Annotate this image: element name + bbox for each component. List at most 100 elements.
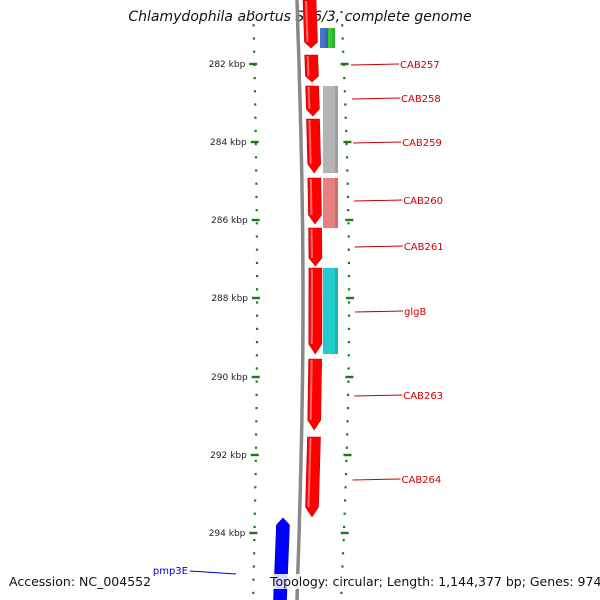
tick-dot xyxy=(255,420,258,423)
feature-track-top-blue xyxy=(320,28,328,48)
tick-dot xyxy=(348,301,351,304)
tick-dot xyxy=(344,499,347,502)
tick-dot xyxy=(256,301,259,304)
tick-dot xyxy=(347,380,350,383)
gene-label-cab263: CAB263 xyxy=(403,391,443,402)
tick-dot xyxy=(256,288,259,291)
label-leader xyxy=(354,245,403,248)
tick-dot xyxy=(254,446,258,449)
tick-dot xyxy=(255,354,258,357)
gene-label-cab260: CAB260 xyxy=(403,196,443,207)
accession-text: Accession: NC_004552 xyxy=(9,574,152,589)
ruler-label: 288 kbp xyxy=(211,294,248,304)
ruler-label: 284 kbp xyxy=(210,138,247,148)
ruler-label: 292 kbp xyxy=(210,451,247,461)
tick-dot xyxy=(341,565,344,568)
feature-track-cyan xyxy=(323,268,338,354)
tick-dot xyxy=(347,275,351,278)
tick-dot xyxy=(255,182,258,185)
gene-label-cab258: CAB258 xyxy=(401,94,441,105)
tick-dot xyxy=(346,195,350,198)
tick-dot xyxy=(346,182,349,185)
tick-dot xyxy=(345,459,348,462)
kbp-ruler: 282 kbp 284 kbp 286 kbp 288 kbp 290 kbp 292 k… xyxy=(209,60,354,539)
tick-dot xyxy=(255,367,258,370)
tick-dot xyxy=(255,393,258,396)
ruler-label: 294 kbp xyxy=(209,529,246,539)
tick-dot xyxy=(252,578,255,581)
ruler-major-tick-outer xyxy=(345,218,354,222)
tick-dot xyxy=(254,459,257,462)
ruler-major-tick-outer xyxy=(345,375,354,379)
tick-dot xyxy=(343,512,346,515)
feature-track-shade xyxy=(332,28,335,48)
ruler-major-tick xyxy=(249,531,258,535)
ruler-major-tick-outer xyxy=(343,140,352,144)
ruler-label: 286 kbp xyxy=(211,216,248,226)
gene-arrow-top xyxy=(302,0,318,49)
label-leader xyxy=(353,141,402,144)
tick-dot xyxy=(343,525,346,528)
tick-dot xyxy=(254,116,257,119)
tick-dot xyxy=(341,552,345,555)
tick-dot xyxy=(345,156,349,159)
tick-dot xyxy=(342,539,345,542)
gene-arrow-cab259 xyxy=(306,118,322,174)
gene-arrow-cab261 xyxy=(308,227,323,267)
tick-dot xyxy=(254,486,257,489)
feature-track-top-green xyxy=(328,28,335,48)
label-leader xyxy=(351,97,401,100)
tick-dot xyxy=(254,143,257,146)
inner-tick-dots xyxy=(252,11,259,594)
tick-dot xyxy=(252,37,255,40)
gene-label-pmp3e: pmp3E xyxy=(153,566,188,577)
gene-arrow-shade xyxy=(307,86,311,110)
tick-dot xyxy=(252,24,255,27)
tick-dot xyxy=(344,473,348,476)
tick-dot xyxy=(345,143,348,146)
tick-dot xyxy=(347,327,351,330)
label-leader xyxy=(350,63,400,66)
tick-dot xyxy=(255,248,259,251)
tick-dot xyxy=(254,156,258,159)
gene-arrows xyxy=(273,0,323,600)
tick-dot xyxy=(254,499,257,502)
label-leader xyxy=(354,199,403,202)
ruler-major-tick xyxy=(250,453,259,457)
tick-dot xyxy=(347,354,350,357)
tick-dot xyxy=(255,261,259,264)
ruler-major-tick-outer xyxy=(340,62,349,66)
gene-arrow-cab258 xyxy=(305,85,320,117)
ruler-major-tick xyxy=(251,218,260,222)
tick-dot xyxy=(252,591,255,594)
ruler-major-tick xyxy=(252,296,260,300)
gene-arrow-shade xyxy=(306,55,310,77)
gene-label-glgb: glgB xyxy=(404,307,426,318)
label-leader xyxy=(354,394,403,397)
tick-dot xyxy=(253,90,256,93)
tick-dot xyxy=(255,222,258,225)
feature-track-gray xyxy=(323,86,338,173)
tick-dot xyxy=(345,446,348,449)
tick-dot xyxy=(254,473,257,476)
ruler-major-tick xyxy=(251,375,260,379)
feature-tracks xyxy=(320,28,338,354)
tick-dot xyxy=(348,314,351,317)
tick-dot xyxy=(347,209,350,212)
ruler-label: 282 kbp xyxy=(209,60,246,70)
tick-dot xyxy=(340,591,343,594)
ruler-major-tick xyxy=(249,62,258,66)
tick-dot xyxy=(255,407,258,410)
tick-dot xyxy=(256,327,259,330)
gene-arrow-shade xyxy=(309,178,313,216)
tick-dot xyxy=(344,486,347,489)
tick-dot xyxy=(344,103,347,106)
tick-dot xyxy=(347,341,350,344)
tick-dot xyxy=(252,11,255,14)
topology-info: Topology: circular; Length: 1,144,377 bp… xyxy=(270,574,600,589)
tick-dot xyxy=(255,433,258,436)
tick-dot xyxy=(255,235,258,238)
tick-dot xyxy=(256,275,259,278)
tick-dot xyxy=(347,222,350,225)
